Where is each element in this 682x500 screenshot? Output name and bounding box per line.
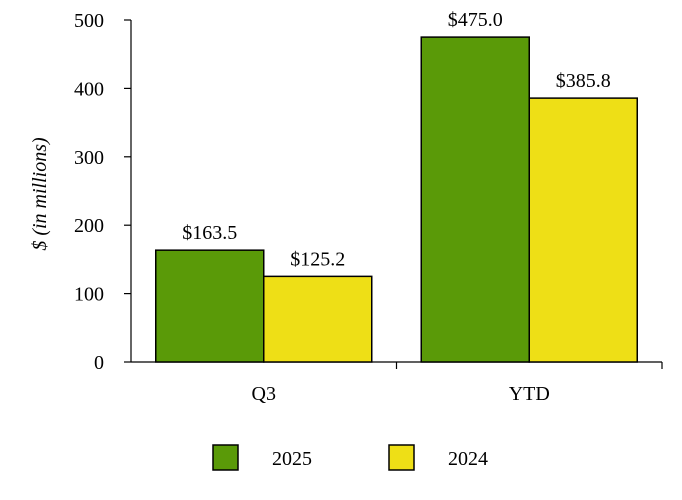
y-tick-label: 500 (74, 10, 104, 32)
bar-2024-YTD (528, 97, 638, 363)
x-axis: Q3 YTD (131, 361, 663, 405)
y-tick-label: 100 (74, 284, 104, 306)
data-label: $385.8 (556, 70, 611, 92)
y-tick-label: 300 (74, 147, 104, 169)
legend-swatch-2024 (388, 444, 415, 471)
y-tick-label: 200 (74, 215, 104, 237)
y-axis-title: $ (in millions) (29, 137, 51, 251)
y-axis: 0 100 200 300 400 500 (74, 10, 132, 374)
legend-label-2025: 2025 (272, 448, 312, 470)
data-labels: $163.5 $125.2 $475.0 $385.8 (182, 9, 611, 270)
bar-2025-Q3 (155, 249, 265, 363)
legend-swatch-2025 (212, 444, 239, 471)
x-category-label: YTD (509, 383, 550, 405)
legend-label-2024: 2024 (448, 448, 488, 470)
bars (155, 36, 638, 363)
bar-2025-YTD (420, 36, 530, 363)
data-label: $125.2 (290, 248, 345, 270)
x-category-label: Q3 (252, 383, 276, 405)
y-tick-label: 400 (74, 78, 104, 100)
data-label: $475.0 (448, 9, 503, 31)
bar-2024-Q3 (263, 275, 373, 363)
data-label: $163.5 (182, 222, 237, 244)
y-tick-label: 0 (94, 352, 104, 374)
legend: 2025 2024 (212, 444, 488, 471)
